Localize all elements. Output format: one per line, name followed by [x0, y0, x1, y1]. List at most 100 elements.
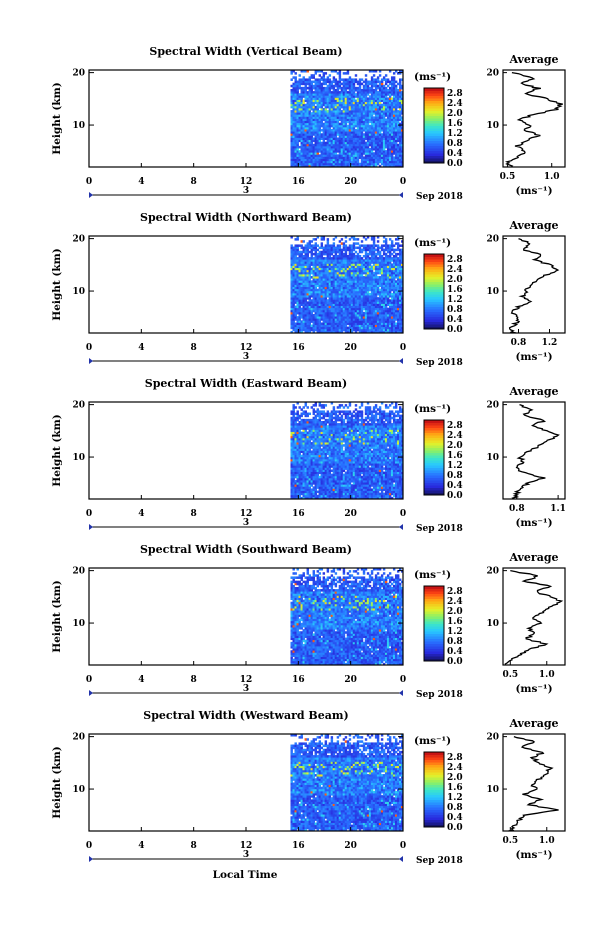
heatmap-cell	[354, 118, 358, 122]
heatmap-cell	[298, 269, 301, 273]
heatmap-cell	[362, 88, 366, 92]
heatmap-cell	[306, 297, 309, 300]
heatmap-cell	[334, 288, 338, 292]
heatmap-cell	[328, 131, 332, 134]
heatmap-cell	[376, 107, 380, 111]
heatmap-cell	[298, 82, 301, 86]
heatmap-cell	[310, 99, 313, 103]
heatmap-cell	[294, 276, 297, 279]
heatmap-cell	[312, 299, 315, 302]
heatmap-cell	[310, 133, 313, 136]
heatmap-cell	[344, 131, 348, 134]
heatmap-cell	[320, 97, 324, 100]
heatmap-cell	[378, 131, 382, 134]
heatmap-cell	[318, 292, 322, 296]
heatmap-cell	[336, 148, 340, 151]
heatmap-cell	[382, 124, 386, 128]
heatmap-cell	[398, 88, 402, 92]
heatmap-cell	[392, 133, 396, 136]
heatmap-cell	[306, 278, 309, 281]
heatmap-cell	[346, 137, 350, 140]
heatmap-cell	[334, 133, 338, 136]
heatmap-cell	[294, 91, 297, 94]
heatmap-cell	[342, 124, 346, 128]
heatmap-cell	[326, 76, 330, 79]
heatmap-cell	[334, 141, 338, 145]
heatmap-cell	[316, 110, 320, 113]
colorbar-tick-label: 1.6	[447, 119, 463, 129]
heatmap-cell	[374, 152, 378, 155]
heatmap-cell	[290, 156, 293, 159]
heatmap-cell	[356, 143, 360, 147]
heatmap-cell	[398, 148, 402, 151]
heatmap-cell	[338, 156, 342, 159]
heatmap-cell	[386, 88, 390, 92]
heatmap-cell	[310, 276, 313, 279]
heatmap-cell	[334, 95, 338, 98]
heatmap-cell	[376, 162, 380, 166]
heatmap-cell	[372, 133, 376, 136]
heatmap-cell	[328, 129, 332, 132]
average-profile-line	[508, 237, 560, 334]
heatmap-cell	[312, 118, 315, 122]
heatmap-cell	[338, 105, 342, 109]
heatmap-cell	[340, 112, 344, 115]
heatmap-cell	[328, 116, 332, 119]
heatmap-cell	[350, 129, 354, 132]
heatmap-cell	[332, 116, 336, 119]
heatmap-cell	[396, 72, 400, 75]
heatmap-cell	[292, 309, 295, 313]
heatmap-cell	[298, 295, 301, 298]
heatmap-cell	[334, 320, 338, 323]
heatmap-cell	[302, 316, 305, 319]
heatmap-cell	[304, 252, 307, 256]
heatmap-cell	[308, 97, 311, 100]
heatmap-cell	[350, 164, 354, 168]
heatmap-cell	[354, 112, 358, 115]
heatmap-cell	[298, 299, 301, 302]
heatmap-cell	[352, 154, 356, 157]
heatmap-cell	[306, 162, 309, 166]
heatmap-cell	[302, 311, 305, 315]
heatmap-cell	[384, 126, 388, 130]
heatmap-cell	[320, 70, 324, 73]
heatmap-cell	[294, 99, 297, 103]
heatmap-cell	[318, 284, 322, 288]
heatmap-cell	[330, 273, 334, 277]
heatmap-cell	[314, 276, 317, 279]
heatmap-cell	[290, 129, 293, 132]
heatmap-cell	[302, 259, 305, 262]
heatmap-cell	[314, 116, 317, 119]
heatmap-cell	[300, 95, 303, 98]
heatmap-cell	[318, 99, 322, 103]
heatmap-cell	[364, 99, 368, 103]
heatmap-cell	[338, 91, 342, 94]
heatmap-cell	[378, 114, 382, 117]
heatmap-cell	[372, 120, 376, 124]
heatmap-cell	[374, 150, 378, 153]
heatmap-cell	[298, 303, 301, 306]
heatmap-cell	[334, 295, 338, 298]
heatmap-cell	[312, 303, 315, 306]
heatmap-cell	[346, 158, 350, 162]
heatmap-cell	[318, 273, 322, 277]
heatmap-cell	[294, 137, 297, 140]
heatmap-cell	[334, 299, 338, 302]
heatmap-cell	[316, 86, 320, 90]
heatmap-cell	[312, 110, 315, 113]
heatmap-cell	[302, 301, 305, 304]
heatmap-cell	[290, 330, 293, 334]
date-label: 3	[243, 186, 249, 196]
heatmap-cell	[314, 314, 317, 317]
heatmap-cell	[366, 101, 370, 105]
heatmap-cell	[338, 97, 342, 100]
heatmap-cell	[346, 118, 350, 122]
heatmap-cell	[384, 80, 388, 84]
heatmap-cell	[368, 133, 372, 136]
heatmap-cell	[336, 145, 340, 149]
heatmap-cell	[388, 158, 392, 162]
heatmap-cell	[320, 305, 324, 309]
heatmap-cell	[350, 84, 354, 88]
heatmap-cell	[388, 145, 392, 149]
heatmap-cell	[322, 124, 326, 128]
